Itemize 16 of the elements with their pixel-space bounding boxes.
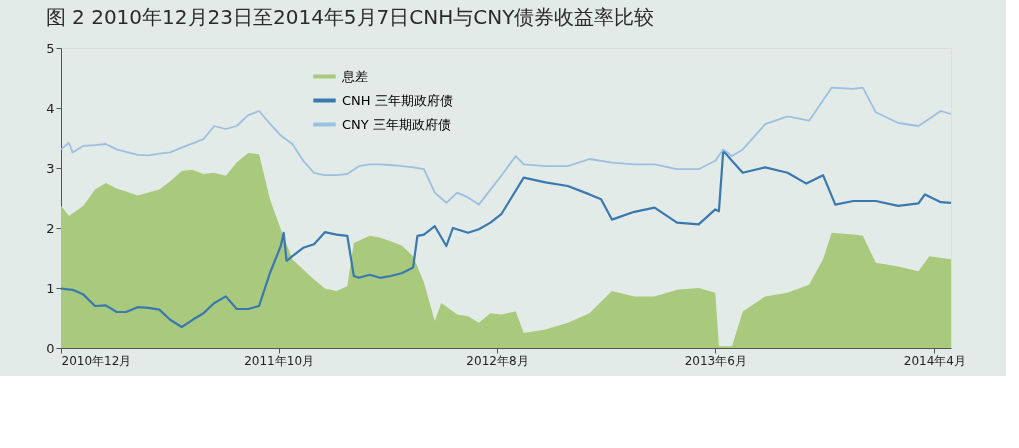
x-tick-label: 2011年10月 <box>244 353 315 368</box>
y-tick-label: 1 <box>46 280 55 296</box>
chart-title: 图 2 2010年12月23日至2014年5月7日CNH与CNY债券收益率比较 <box>45 5 655 29</box>
x-tick-label: 2014年4月 <box>903 353 966 368</box>
x-tick-label: 2012年8月 <box>466 353 529 368</box>
legend-label: CNH 三年期政府债 <box>342 92 453 108</box>
y-tick-label: 5 <box>46 40 55 56</box>
x-tick-label: 2013年6月 <box>684 353 747 368</box>
y-tick-label: 4 <box>46 100 55 116</box>
legend-label: 息差 <box>341 68 368 84</box>
legend-label: CNY 三年期政府债 <box>342 116 451 132</box>
y-tick-label: 0 <box>46 340 55 356</box>
line-series <box>60 86 952 206</box>
y-tick-label: 3 <box>46 160 55 176</box>
y-tick-label: 2 <box>46 220 55 236</box>
x-tick-label: 2010年12月 <box>61 353 132 368</box>
